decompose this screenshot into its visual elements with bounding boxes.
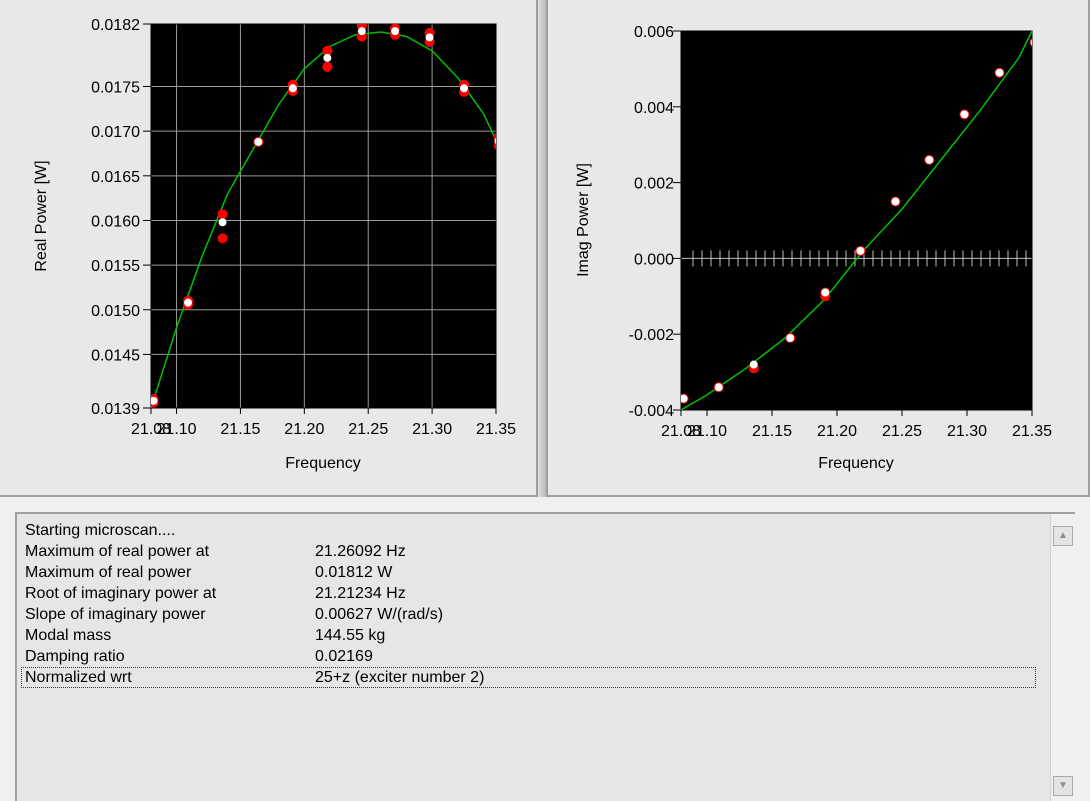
x-tick-label: 21.25: [882, 423, 922, 440]
y-tick-label: 0.006: [634, 24, 674, 41]
log-label: Root of imaginary power at: [25, 585, 217, 602]
y-tick-label: 0.0175: [91, 80, 140, 97]
results-list: Starting microscan.... Maximum of real po…: [21, 520, 1036, 688]
measured-point: [217, 233, 228, 244]
mean-point: [960, 110, 969, 119]
mean-point: [357, 27, 366, 36]
y-axis-title: Imag Power [W]: [575, 163, 592, 277]
log-row[interactable]: Starting microscan....: [21, 520, 1036, 541]
y-tick-label: 0.0145: [91, 347, 140, 364]
mean-point: [391, 27, 400, 36]
mean-point: [681, 394, 688, 403]
x-tick-label: 21.08: [661, 423, 701, 440]
mean-point: [995, 68, 1004, 77]
x-tick-label: 21.15: [752, 423, 792, 440]
y-tick-label: 0.0139: [91, 401, 140, 418]
log-value: 0.01812 W: [315, 564, 393, 581]
mean-point: [1030, 39, 1032, 46]
x-tick-label: 21.20: [817, 423, 857, 440]
panel-divider: [538, 0, 546, 497]
mean-point: [460, 84, 469, 93]
log-value: 0.02169: [315, 648, 373, 665]
x-tick-label: 21.30: [412, 421, 452, 438]
log-label: Modal mass: [25, 627, 112, 644]
measured-point: [217, 209, 228, 220]
mean-point: [821, 288, 830, 297]
log-row[interactable]: Normalized wrt 25+z (exciter number 2): [21, 667, 1036, 688]
y-tick-label: 0.0150: [91, 303, 140, 320]
fit-curve: [151, 31, 496, 408]
plot-frame: [680, 30, 1033, 411]
y-tick-label: 0.0155: [91, 258, 140, 275]
measured-point: [322, 61, 333, 72]
mean-point: [856, 246, 865, 255]
plot-area: [681, 31, 1032, 410]
log-value: 144.55 kg: [315, 627, 386, 644]
measured-point: [322, 45, 333, 56]
x-tick-label: 21.10: [687, 423, 727, 440]
mean-point: [494, 137, 496, 145]
arrow-up-icon[interactable]: ▲: [1053, 526, 1073, 546]
x-tick-label: 21.10: [157, 421, 197, 438]
arrow-down-icon[interactable]: ▼: [1053, 776, 1073, 796]
y-tick-label: -0.002: [629, 327, 674, 344]
log-row[interactable]: Damping ratio 0.02169: [21, 646, 1036, 667]
mean-point: [254, 137, 263, 146]
x-tick-label: 21.15: [220, 421, 260, 438]
x-tick-label: 21.20: [284, 421, 324, 438]
mean-point: [714, 383, 723, 392]
log-value: 0.00627 W/(rad/s): [315, 606, 444, 623]
y-tick-label: 0.0165: [91, 169, 140, 186]
x-axis-title: Frequency: [818, 455, 894, 472]
log-row[interactable]: Modal mass 144.55 kg: [21, 625, 1036, 646]
real-power-graph-panel: 21.08 21.10 21.15 21.20 21.25 21.30 21.35 0.013…: [0, 0, 538, 497]
y-tick-label: 0.002: [634, 176, 674, 193]
log-label: Damping ratio: [25, 648, 125, 665]
log-value: 21.26092 Hz: [315, 543, 406, 560]
mean-point: [184, 298, 193, 307]
y-tick-label: 0.0160: [91, 213, 140, 230]
imag-power-graph-panel: 21.08 21.10 21.15 21.20 21.25 21.30 21.35 -0.00…: [546, 0, 1090, 497]
mean-point: [288, 84, 297, 93]
mean-point: [749, 360, 758, 369]
log-row[interactable]: Root of imaginary power at 21.21234 Hz: [21, 583, 1036, 604]
y-tick-label: 0.004: [634, 100, 674, 117]
x-axis-title: Frequency: [285, 455, 361, 472]
mean-point: [323, 53, 332, 62]
plot-frame: [150, 23, 497, 409]
x-tick-label: 21.30: [947, 423, 987, 440]
x-tick-label: 21.35: [1012, 423, 1052, 440]
log-value: 21.21234 Hz: [315, 585, 406, 602]
mean-point: [218, 218, 227, 227]
log-label: Maximum of real power at: [25, 543, 210, 560]
mean-point: [891, 197, 900, 206]
mean-point: [925, 155, 934, 164]
y-axis-title: Real Power [W]: [33, 160, 50, 271]
log-row[interactable]: Slope of imaginary power 0.00627 W/(rad/s…: [21, 604, 1036, 625]
x-tick-label: 21.25: [348, 421, 388, 438]
log-label: Normalized wrt: [25, 669, 132, 686]
y-tick-label: 0.000: [634, 251, 674, 268]
log-label: Maximum of real power: [25, 564, 192, 581]
plot-area: [151, 24, 496, 408]
vertical-scrollbar[interactable]: ▲ ▼: [1050, 514, 1075, 801]
log-value: 25+z (exciter number 2): [315, 669, 485, 686]
mean-point: [151, 396, 158, 405]
log-row[interactable]: Maximum of real power 0.01812 W: [21, 562, 1036, 583]
mean-point: [425, 33, 434, 42]
y-tick-label: -0.004: [629, 403, 674, 420]
mean-point: [786, 333, 795, 342]
x-tick-label: 21.35: [476, 421, 516, 438]
y-tick-label: 0.0182: [91, 17, 140, 34]
y-tick-label: 0.0170: [91, 124, 140, 141]
log-row[interactable]: Maximum of real power at 21.26092 Hz: [21, 541, 1036, 562]
x-tick-label: 21.08: [131, 421, 171, 438]
log-label: Starting microscan....: [25, 522, 176, 539]
log-label: Slope of imaginary power: [25, 606, 206, 623]
results-listbox[interactable]: Starting microscan.... Maximum of real po…: [15, 512, 1075, 801]
